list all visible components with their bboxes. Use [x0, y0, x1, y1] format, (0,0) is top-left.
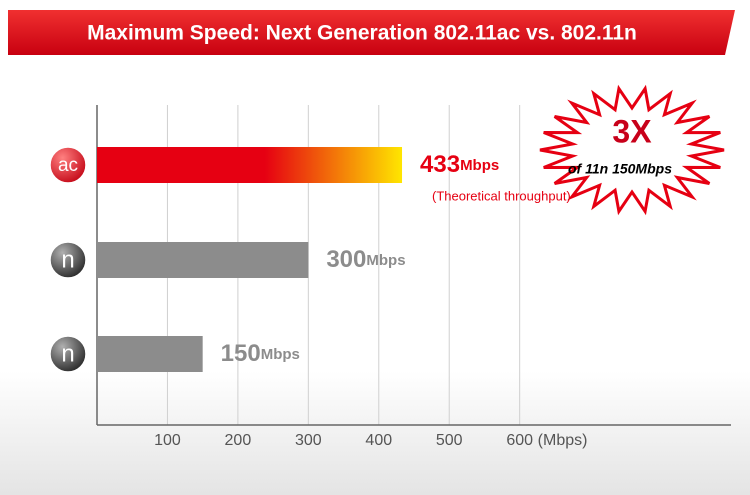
y-tick-label: n — [61, 340, 74, 367]
value-label: 150Mbps — [221, 340, 300, 367]
value-label: 300Mbps — [326, 246, 405, 273]
value-label: 433Mbps — [420, 151, 499, 178]
value-number: 150 — [221, 340, 261, 367]
x-tick-label: 300 — [295, 432, 322, 449]
x-tick-label: 600 — [506, 432, 533, 449]
x-axis-label: (Mbps) — [538, 432, 588, 449]
x-tick-label: 100 — [154, 432, 181, 449]
x-tick-label: 200 — [225, 432, 252, 449]
chart-title: Maximum Speed: Next Generation 802.11ac … — [87, 22, 637, 45]
category-icon — [49, 146, 87, 184]
bar — [97, 336, 203, 372]
callout: 3X of 11n 150Mbps — [539, 84, 725, 216]
bar — [97, 147, 403, 183]
y-tick-label: ac — [58, 155, 78, 176]
callout-big: 3X — [612, 113, 652, 149]
value-number: 433 — [420, 151, 460, 178]
bar — [97, 242, 309, 278]
category-icon — [49, 241, 87, 279]
callout-small: of 11n 150Mbps — [568, 161, 672, 177]
x-tick-label: 500 — [436, 432, 463, 449]
y-tick-label: n — [61, 246, 74, 273]
x-tick-label: 400 — [365, 432, 392, 449]
starburst — [539, 84, 725, 216]
value-unit: Mbps — [261, 346, 300, 363]
category-icon — [49, 335, 87, 373]
value-number: 300 — [326, 246, 366, 273]
value-unit: Mbps — [460, 157, 499, 174]
value-unit: Mbps — [366, 252, 405, 269]
annotation: (Theoretical throughput) — [432, 188, 571, 203]
title-banner — [8, 10, 735, 55]
